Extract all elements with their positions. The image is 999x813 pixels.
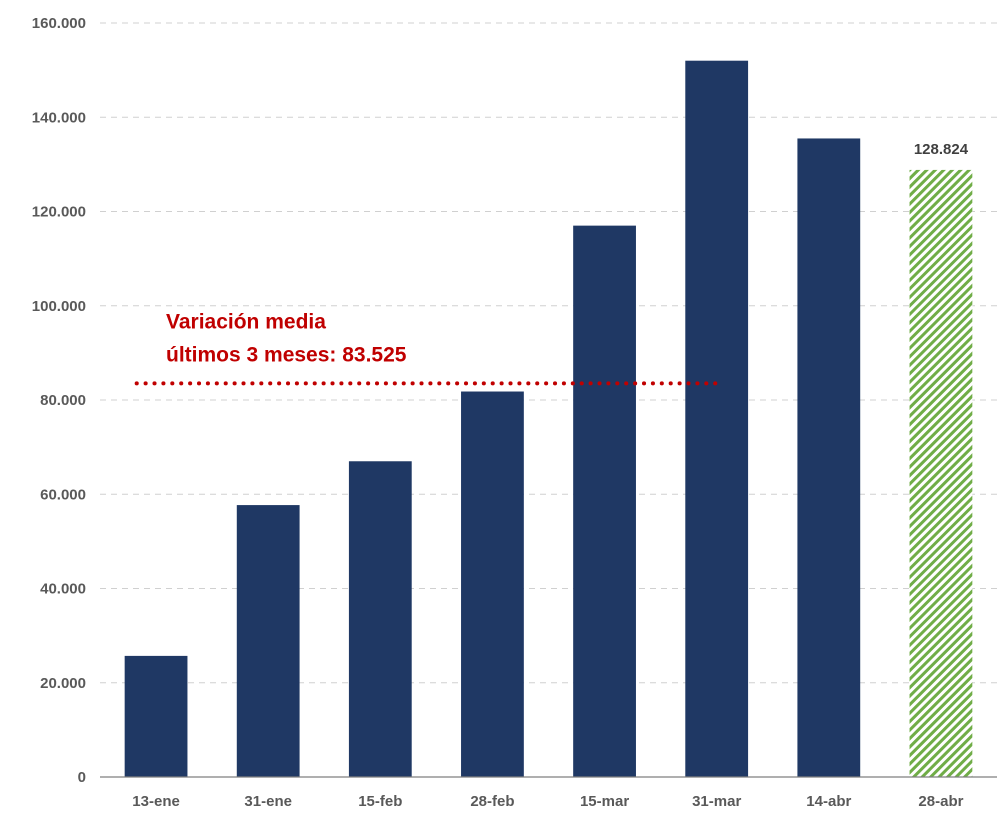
y-tick-label: 60.000 (40, 486, 86, 503)
bar (348, 461, 412, 777)
reference-line-group: Variación media últimos 3 meses: 83.525 (134, 310, 725, 386)
x-tick-label: 31-mar (692, 793, 741, 810)
y-tick-label: 40.000 (40, 581, 86, 598)
y-tick-label: 20.000 (40, 675, 86, 692)
bar (236, 505, 300, 777)
bars (124, 60, 973, 778)
y-tick-label: 120.000 (32, 204, 86, 221)
highlight-bar-value-label: 128.824 (914, 141, 969, 158)
bar (461, 391, 524, 777)
x-tick-label: 28-abr (918, 793, 963, 810)
y-tick-label: 160.000 (32, 15, 86, 32)
y-tick-label: 140.000 (32, 109, 86, 126)
y-tick-label: 100.000 (32, 298, 86, 315)
x-tick-label: 28-feb (470, 793, 514, 810)
y-axis-ticks: 0 20.000 40.000 60.000 80.000 100.000 120.000 1… (32, 15, 86, 786)
x-tick-label: 14-abr (806, 793, 851, 810)
x-axis-ticks: 13-ene 31-ene 15-feb 28-feb 15-mar 31-mar 14-a… (132, 793, 963, 810)
x-tick-label: 15-mar (580, 793, 629, 810)
bar (685, 60, 749, 777)
x-tick-label: 15-feb (358, 793, 402, 810)
x-tick-label: 13-ene (132, 793, 180, 810)
x-tick-label: 31-ene (244, 793, 292, 810)
reference-label-line2: últimos 3 meses: 83.525 (166, 343, 407, 366)
bar (124, 655, 188, 777)
bar (573, 225, 636, 777)
bar-highlighted (909, 169, 973, 778)
y-tick-label: 0 (78, 769, 86, 786)
bar (797, 138, 861, 778)
y-tick-label: 80.000 (40, 392, 86, 409)
reference-label-line1: Variación media (166, 310, 326, 333)
